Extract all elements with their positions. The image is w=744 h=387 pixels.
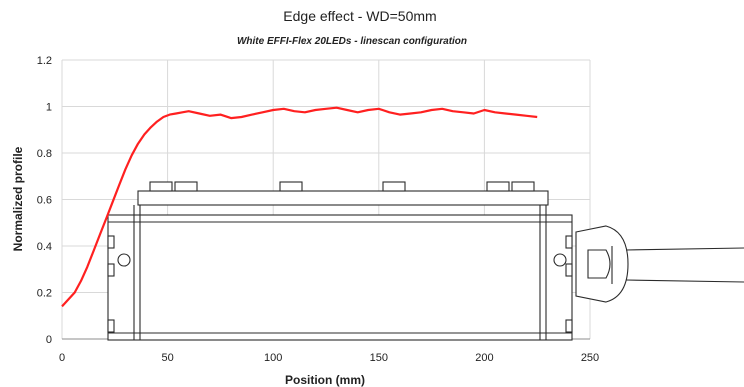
light-bar-body	[107, 214, 573, 341]
y-tick-label: 0.2	[37, 288, 52, 300]
x-tick-labels: 0 50 100 150 200 250	[59, 352, 599, 364]
chart-title: Edge effect - WD=50mm	[283, 8, 436, 24]
y-axis-label: Normalized profile	[11, 146, 25, 251]
x-axis-label: Position (mm)	[285, 373, 365, 387]
series-line-normalized-profile	[61, 106, 538, 308]
y-tick-label: 1	[46, 102, 52, 114]
x-tick-label: 250	[581, 352, 599, 364]
x-tick-label: 150	[370, 352, 388, 364]
x-tick-label: 50	[161, 352, 173, 364]
y-tick-label: 0.6	[37, 195, 52, 207]
y-tick-label: 0.4	[37, 241, 52, 253]
chart-subtitle: White EFFI-Flex 20LEDs - linescan config…	[237, 36, 467, 47]
left-mount-hole	[117, 253, 131, 267]
light-bar-top-rail	[137, 190, 549, 206]
y-tick-label: 0.8	[37, 148, 52, 160]
y-tick-label: 0	[46, 334, 52, 346]
x-tick-label: 200	[475, 352, 493, 364]
x-tick-label: 0	[59, 352, 65, 364]
right-mount-hole	[553, 253, 567, 267]
x-tick-label: 100	[264, 352, 282, 364]
y-tick-label: 1.2	[37, 55, 52, 67]
y-tick-labels: 0 0.2 0.4 0.6 0.8 1 1.2	[37, 55, 52, 346]
top-clips	[149, 181, 535, 192]
light-bar-illustration	[107, 181, 744, 341]
